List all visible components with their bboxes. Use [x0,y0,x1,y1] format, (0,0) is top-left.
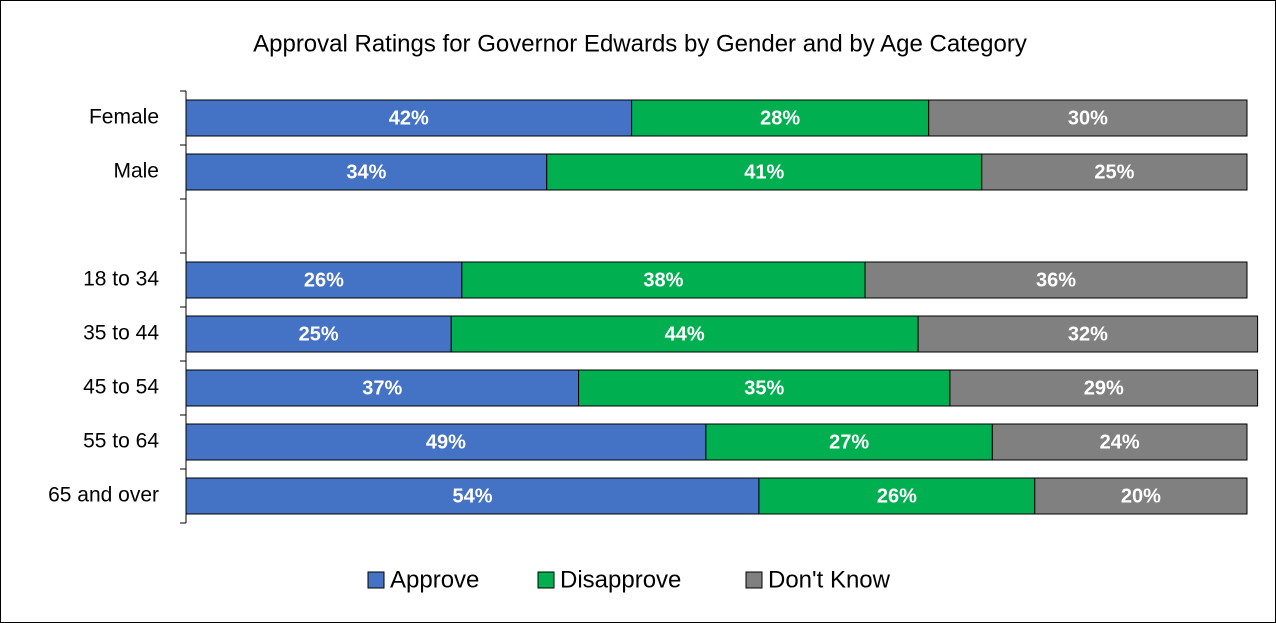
legend-swatch [367,571,385,589]
data-label: 27% [829,431,869,453]
data-label: 28% [760,107,800,129]
data-label: 41% [744,161,784,183]
bar-segment [949,369,1259,407]
data-label: 42% [389,107,429,129]
data-label: 35% [744,377,784,399]
y-tick-label: 45 to 54 [83,376,159,399]
bar-segment [185,153,548,191]
y-tick-label: 18 to 34 [83,268,159,291]
bar-segment [981,153,1248,191]
data-label: 25% [1094,161,1134,183]
y-tick-label: 65 and over [48,484,159,507]
bar-segment [578,369,951,407]
bar-segment [991,423,1248,461]
data-label: 44% [665,323,705,345]
data-label: 34% [346,161,386,183]
y-tick-label: 35 to 44 [83,322,159,345]
bar-segment [185,369,580,407]
data-label: 29% [1084,377,1124,399]
data-label: 37% [362,377,402,399]
data-label: 26% [304,269,344,291]
legend-label: Approve [390,566,479,593]
y-tick-label: Male [113,160,159,183]
data-label: 36% [1036,269,1076,291]
bar-segment [185,315,452,353]
data-label: 38% [643,269,683,291]
bar-segment [917,315,1259,353]
bar-segment [864,261,1248,299]
bar-segment [928,99,1248,137]
legend-swatch [745,571,763,589]
legend-swatch [537,571,555,589]
bar-segment [631,99,930,137]
bar-segment [185,477,760,515]
y-tick-label: Female [89,106,159,129]
bar-segment [461,261,866,299]
bar-segment [546,153,983,191]
bar-segment [1034,477,1248,515]
bar-segment [185,99,633,137]
data-label: 54% [452,485,492,507]
data-label: 30% [1068,107,1108,129]
chart-title: Approval Ratings for Governor Edwards by… [253,30,1027,57]
data-label: 24% [1100,431,1140,453]
data-label: 32% [1068,323,1108,345]
data-label: 20% [1121,485,1161,507]
bar-segment [705,423,993,461]
bar-segment [758,477,1036,515]
y-tick-label: 55 to 64 [83,430,159,453]
data-label: 25% [299,323,339,345]
legend-label: Disapprove [560,566,681,593]
data-label: 26% [877,485,917,507]
bar-segment [185,261,463,299]
data-label: 49% [426,431,466,453]
legend-label: Don't Know [768,566,891,593]
